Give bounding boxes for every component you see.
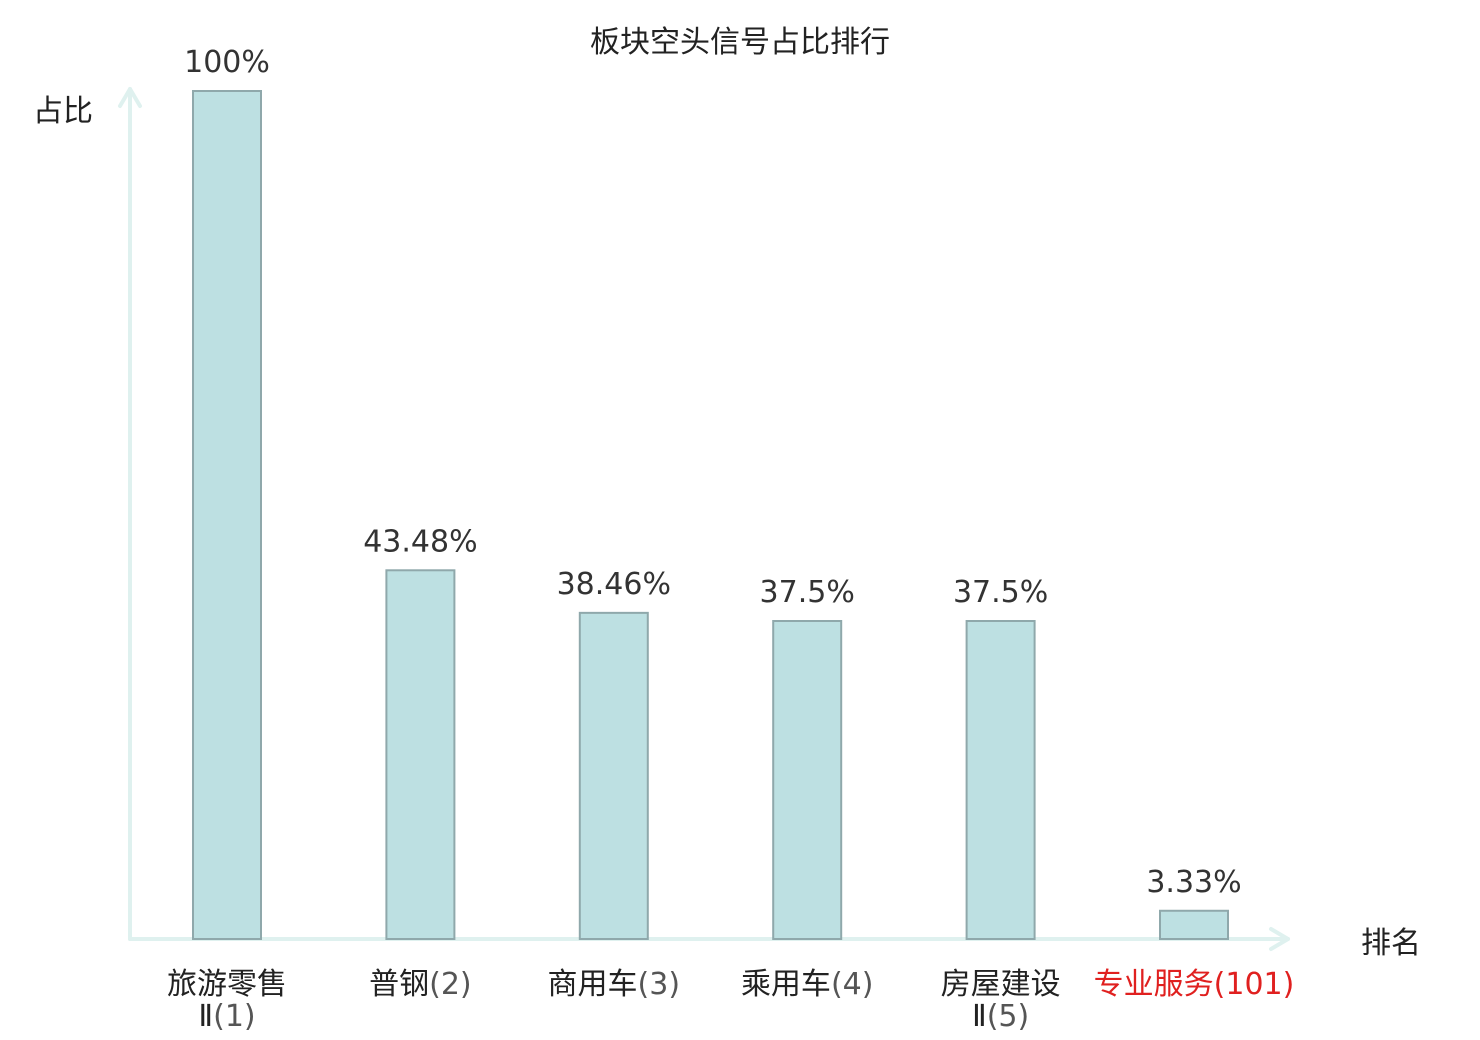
value-label: 38.46% [557,567,671,602]
y-axis-label: 占比 [33,94,93,129]
bars-group [192,90,1229,940]
category-label: 专业服务(101) [1094,967,1295,1002]
bar [578,611,649,940]
category-label: 房屋建设 Ⅱ(5) [941,967,1061,1034]
bar [1159,909,1229,940]
category-label: 商用车(3) [548,967,681,1002]
category-rank: (1) [213,999,256,1034]
bar [192,90,262,940]
value-label: 3.33% [1146,865,1241,900]
category-name: 普钢 [369,967,429,1002]
x-axis-arrow [1269,927,1290,951]
category-label: 普钢(2) [369,967,472,1002]
category-rank: (101) [1214,967,1295,1002]
value-label: 37.5% [760,575,855,610]
y-axis-arrow [118,87,142,108]
category-labels-group: 旅游零售 Ⅱ(1)普钢(2) 商用车(3) 乘用车(4) 房屋建设 Ⅱ(5)专业服务(10… [167,967,1294,1034]
category-name: 旅游零售 [167,967,287,1002]
category-label: 乘用车(4) [741,967,874,1002]
bar [385,569,456,940]
x-axis-label: 排名 [1361,926,1421,961]
category-name: Ⅱ [198,999,213,1034]
category-name: 商用车 [548,967,638,1002]
value-label: 100% [184,45,270,80]
category-name: 房屋建设 [941,967,1061,1002]
category-label: 旅游零售 Ⅱ(1) [167,967,287,1034]
value-label: 43.48% [363,524,477,559]
category-rank: (5) [987,999,1030,1034]
value-label: 37.5% [953,575,1048,610]
bar [965,620,1036,940]
bar [772,620,843,940]
category-name: 专业服务 [1094,967,1214,1002]
category-rank: (3) [638,967,681,1002]
chart-title: 板块空头信号占比排行 [590,25,890,60]
value-labels-group: 100% 43.48% 38.46% 37.5% 37.5% 3.33% [184,45,1242,900]
axes [118,87,1290,951]
category-name: 乘用车 [741,967,831,1002]
category-name: Ⅱ [972,999,987,1034]
category-rank: (2) [429,967,472,1002]
category-rank: (4) [831,967,874,1002]
